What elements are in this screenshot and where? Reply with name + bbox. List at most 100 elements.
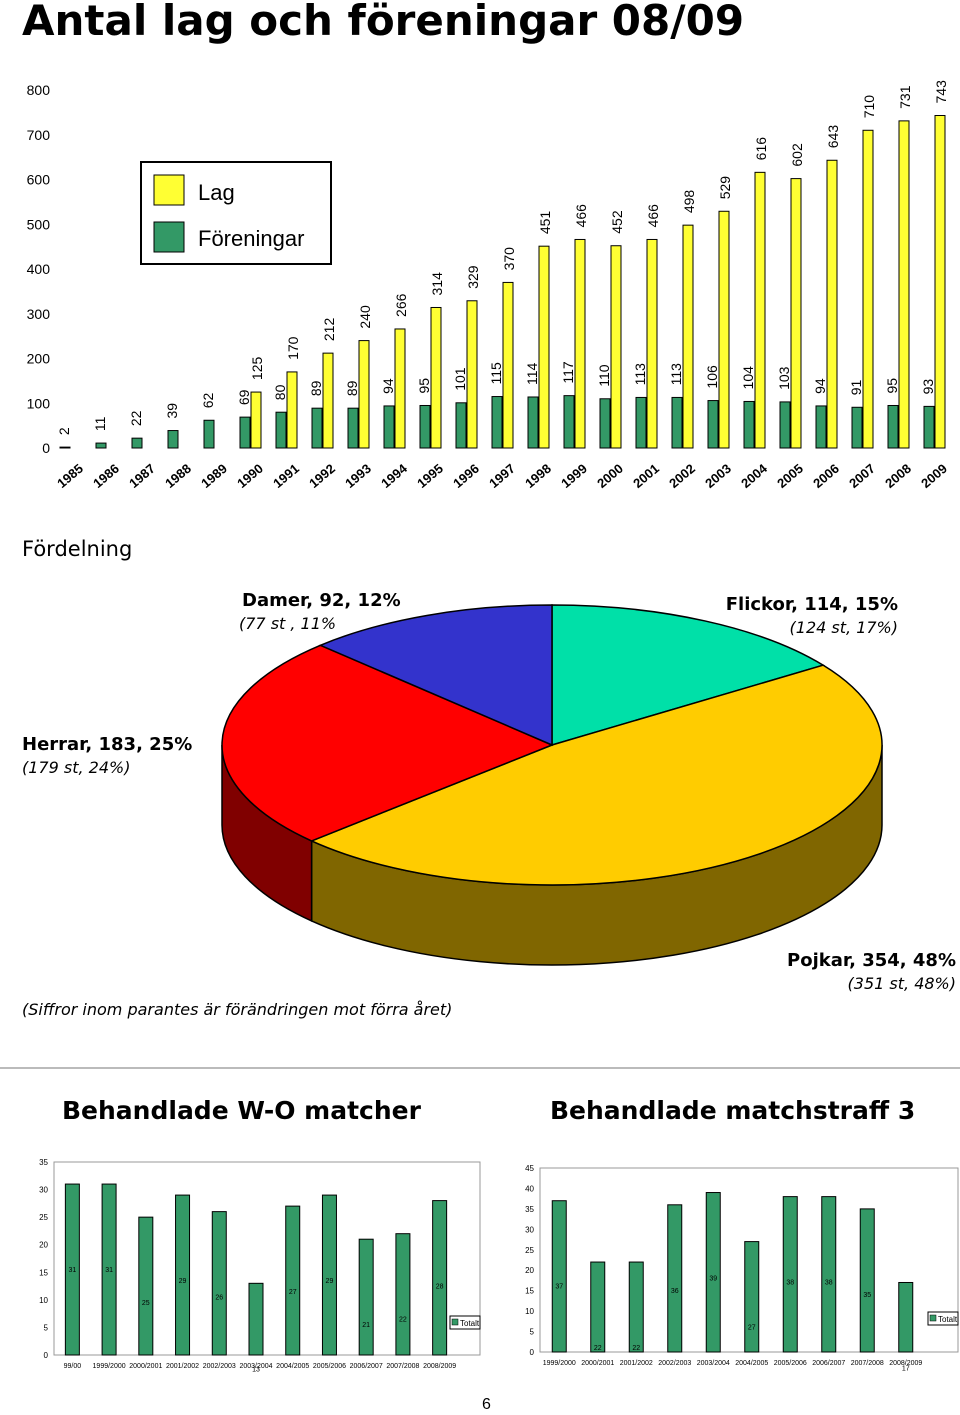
data-label-lag: 743: [933, 80, 949, 104]
bar-lag: [502, 281, 514, 449]
bar-lag: [754, 171, 766, 449]
bar-totalt: [248, 1282, 264, 1356]
data-label-totalt: 22: [594, 1345, 602, 1352]
y-tick-label: 5: [44, 1323, 49, 1332]
legend-swatch-foreningar: [153, 221, 185, 253]
bar-foreningar: [455, 402, 467, 449]
pie-sublabel-damer: (77 st , 11%: [239, 614, 336, 633]
teams-clubs-bar-chart: 0100200300400500600700800219851119862219…: [27, 80, 950, 491]
y-tick-label: 500: [27, 216, 51, 232]
bar-foreningar: [95, 442, 107, 449]
bar-totalt: [211, 1211, 227, 1356]
bar-foreningar: [779, 401, 791, 449]
bar-foreningar: [167, 430, 179, 449]
x-category-label: 2000/2001: [129, 1363, 162, 1370]
data-label-foreningar: 94: [812, 378, 828, 394]
y-tick-label: 25: [39, 1213, 48, 1222]
data-label-lag: 498: [681, 190, 697, 214]
pie-slice-damer: [318, 604, 553, 747]
data-label-totalt: 39: [709, 1276, 717, 1283]
data-label-totalt: 28: [436, 1284, 444, 1291]
data-label-totalt: 29: [179, 1278, 187, 1285]
data-label-lag: 314: [429, 272, 445, 296]
x-category-label: 2006/2007: [350, 1363, 383, 1370]
data-label-lag: 451: [537, 211, 553, 235]
bar-foreningar: [671, 396, 683, 449]
bar-lag: [718, 210, 730, 449]
y-tick-label: 20: [39, 1241, 48, 1250]
bar-lag: [322, 352, 334, 449]
bar-lag: [898, 120, 910, 449]
y-tick-label: 45: [525, 1164, 534, 1173]
legend-label: Totalt: [938, 1315, 958, 1324]
bar-totalt: [859, 1208, 875, 1353]
data-label-totalt: 22: [399, 1317, 407, 1324]
bar-lag: [790, 178, 802, 449]
bar-foreningar: [275, 411, 287, 449]
data-label-lag: 370: [501, 247, 517, 271]
data-label-foreningar: 94: [380, 378, 396, 394]
data-label-lag: 466: [573, 204, 589, 228]
pie-label-pojkar: Pojkar, 354, 48%: [787, 950, 956, 971]
y-tick-label: 20: [525, 1266, 534, 1275]
data-label-foreningar: 103: [776, 366, 792, 390]
data-label-foreningar: 95: [884, 378, 900, 394]
pie-slice-flickor: [551, 604, 825, 747]
legend-label: Totalt: [460, 1319, 480, 1328]
data-label-foreningar: 106: [704, 365, 720, 389]
x-category-label: 99/00: [64, 1363, 82, 1370]
bar-lag: [538, 245, 550, 449]
legend-wo: Totalt: [449, 1315, 481, 1330]
bar-foreningar: [527, 396, 539, 449]
data-label-lag: 529: [717, 176, 733, 200]
data-label-lag: 452: [609, 210, 625, 234]
bar-foreningar: [203, 419, 215, 449]
y-tick-label: 5: [530, 1328, 535, 1337]
legend-swatch-lag: [153, 174, 185, 206]
bar-totalt: [285, 1205, 301, 1356]
bar-foreningar: [743, 400, 755, 449]
y-tick-label: 0: [530, 1348, 535, 1357]
data-label-lag: 643: [825, 125, 841, 149]
x-category-label: 2002/2003: [203, 1363, 236, 1370]
bar-lag: [826, 159, 838, 449]
data-label-foreningar: 117: [560, 361, 576, 384]
y-tick-label: 30: [39, 1186, 48, 1195]
data-label-totalt: 29: [326, 1278, 334, 1285]
y-tick-label: 10: [525, 1307, 534, 1316]
y-tick-label: 30: [525, 1225, 534, 1234]
bar-totalt: [358, 1238, 374, 1356]
bar-lag: [646, 238, 658, 449]
data-label-foreningar: 69: [236, 389, 252, 405]
bar-totalt: [101, 1183, 117, 1356]
x-category-label: 1999/2000: [543, 1360, 576, 1367]
legend: Lag Föreningar: [140, 161, 332, 265]
x-category-label: 2003/2004: [239, 1363, 272, 1370]
data-label-foreningar: 80: [272, 384, 288, 400]
pie-slice-herrar: [221, 644, 554, 842]
bar-lag: [250, 391, 262, 449]
y-tick-label: 25: [525, 1246, 534, 1255]
data-label-foreningar: 89: [308, 380, 324, 396]
bar-foreningar: [707, 400, 719, 449]
distribution-pie-chart: Fördelning Flickor, 114, 15% (124 st, 17%)…: [0, 537, 960, 1069]
bar-totalt: [395, 1233, 411, 1356]
x-category-label: 1999/2000: [93, 1363, 126, 1370]
bar-totalt: [898, 1281, 914, 1353]
data-label-lag: 731: [897, 85, 913, 109]
y-tick-label: 10: [39, 1296, 48, 1305]
data-label-totalt: 31: [105, 1267, 113, 1274]
x-category-label: 2007/2008: [851, 1360, 884, 1367]
y-tick-label: 40: [525, 1184, 534, 1193]
y-tick-label: 200: [27, 351, 51, 367]
legend-label-lag: Lag: [198, 180, 235, 205]
data-label-totalt: 13: [252, 1366, 260, 1373]
pie-note: (Siffror inom parantes är förändringen m…: [22, 1000, 452, 1019]
data-label-foreningar: 115: [488, 362, 504, 385]
bar-foreningar: [419, 404, 431, 449]
bar-foreningar: [887, 404, 899, 449]
y-tick-label: 0: [42, 440, 50, 456]
wo-matches-bar-chart: Behandlade W-O matcher 0 5 10 15 20 25 30 35 31 99…: [39, 1096, 481, 1373]
bar-totalt: [432, 1200, 448, 1356]
data-label-totalt: 27: [289, 1289, 297, 1296]
